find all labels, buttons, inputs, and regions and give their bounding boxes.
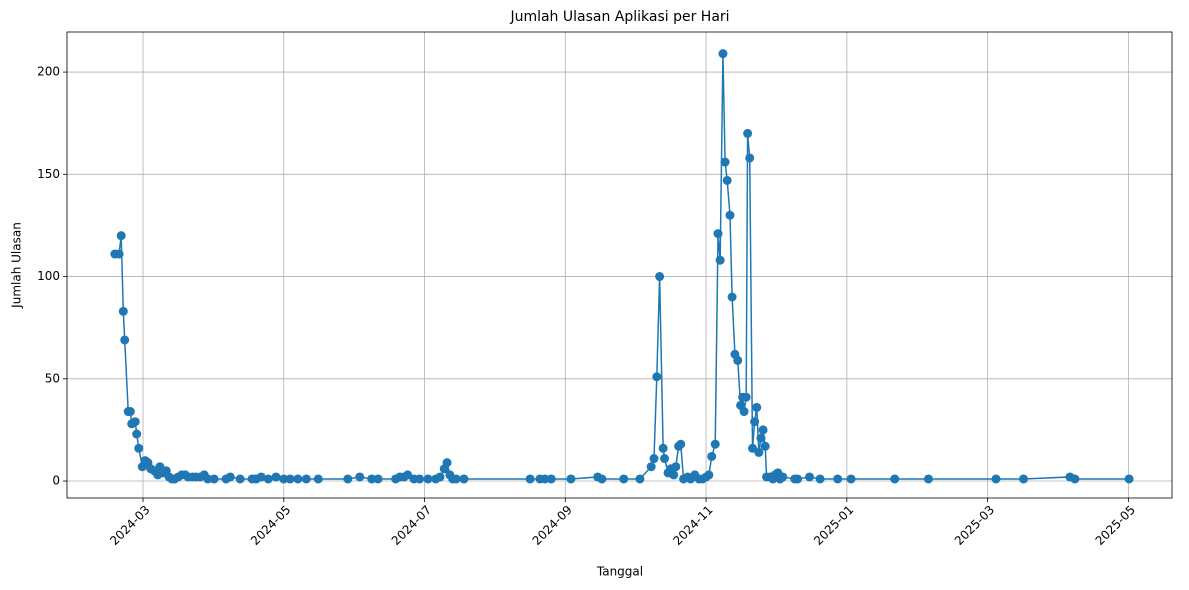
- data-point: [760, 441, 770, 451]
- data-point: [660, 454, 670, 464]
- data-point: [739, 407, 749, 417]
- data-point: [833, 474, 843, 484]
- data-point: [750, 417, 760, 427]
- data-point: [125, 407, 135, 417]
- data-point: [754, 447, 764, 457]
- plot-frame: [66, 31, 1173, 499]
- data-point: [778, 472, 788, 482]
- x-axis-label: Tanggal: [596, 565, 643, 579]
- y-tick-label: 0: [52, 474, 60, 488]
- data-point: [718, 49, 728, 59]
- data-point: [566, 474, 576, 484]
- data-point: [451, 474, 461, 484]
- data-point: [805, 472, 815, 482]
- x-tick-label: 2024-07: [389, 503, 434, 548]
- data-point: [652, 372, 662, 382]
- data-point: [727, 292, 737, 302]
- y-tick-label: 100: [37, 269, 60, 283]
- data-point: [525, 474, 535, 484]
- data-point: [313, 474, 323, 484]
- y-tick-label: 150: [37, 167, 60, 181]
- data-point: [669, 470, 679, 480]
- x-tick-label: 2024-11: [670, 503, 715, 548]
- data-point: [373, 474, 383, 484]
- data-point: [132, 429, 142, 439]
- data-point: [923, 474, 933, 484]
- data-point: [225, 472, 235, 482]
- data-point: [658, 443, 668, 453]
- data-point: [597, 474, 607, 484]
- data-point: [655, 272, 665, 282]
- data-point: [707, 451, 717, 461]
- y-tick-label: 200: [37, 65, 60, 79]
- data-point: [546, 474, 556, 484]
- data-point: [793, 474, 803, 484]
- data-point: [203, 474, 213, 484]
- data-point: [619, 474, 629, 484]
- data-point: [271, 472, 281, 482]
- chart-title: Jumlah Ulasan Aplikasi per Hari: [509, 9, 729, 25]
- data-point: [293, 474, 303, 484]
- x-tick-label: 2025-03: [952, 503, 997, 548]
- data-point: [120, 335, 130, 345]
- data-point: [114, 249, 124, 259]
- data-point: [635, 474, 645, 484]
- data-point: [355, 472, 365, 482]
- data-line: [114, 53, 1130, 481]
- data-point: [540, 474, 550, 484]
- data-point: [741, 392, 751, 402]
- data-point: [846, 474, 856, 484]
- data-point: [758, 425, 768, 435]
- data-point: [710, 439, 720, 449]
- data-point: [442, 458, 452, 468]
- data-point: [733, 355, 743, 365]
- data-point: [116, 231, 126, 241]
- data-point: [343, 474, 353, 484]
- data-point: [713, 229, 723, 239]
- data-point: [745, 153, 755, 163]
- x-tick-label: 2025-05: [1093, 503, 1138, 548]
- data-point: [1018, 474, 1028, 484]
- y-axis-label: Jumlah Ulasan: [10, 222, 24, 309]
- x-tick-label: 2025-01: [811, 503, 856, 548]
- data-point: [756, 433, 766, 443]
- data-point: [209, 474, 219, 484]
- x-tick-label: 2024-09: [530, 503, 575, 548]
- data-point: [991, 474, 1001, 484]
- data-point: [720, 157, 730, 167]
- data-point: [367, 474, 377, 484]
- data-point: [671, 462, 681, 472]
- data-point: [285, 474, 295, 484]
- data-point: [415, 474, 425, 484]
- data-point: [1070, 474, 1080, 484]
- y-tick-label: 50: [45, 371, 60, 385]
- data-point: [890, 474, 900, 484]
- data-point: [256, 472, 266, 482]
- data-point: [235, 474, 245, 484]
- data-point: [722, 175, 732, 185]
- data-point: [459, 474, 469, 484]
- data-point: [301, 474, 311, 484]
- data-point: [435, 472, 445, 482]
- data-point: [279, 474, 289, 484]
- data-point: [752, 402, 762, 412]
- x-tick-label: 2024-03: [107, 503, 152, 548]
- data-point: [1124, 474, 1134, 484]
- data-point: [743, 128, 753, 138]
- data-point: [815, 474, 825, 484]
- data-point: [423, 474, 433, 484]
- data-point: [134, 443, 144, 453]
- data-point: [263, 474, 273, 484]
- data-point: [646, 462, 656, 472]
- data-point: [715, 255, 725, 265]
- data-point: [130, 417, 140, 427]
- x-tick-label: 2024-05: [248, 503, 293, 548]
- data-point: [704, 470, 714, 480]
- data-point: [676, 439, 686, 449]
- data-point: [118, 306, 128, 316]
- data-point: [725, 210, 735, 220]
- data-point: [649, 454, 659, 464]
